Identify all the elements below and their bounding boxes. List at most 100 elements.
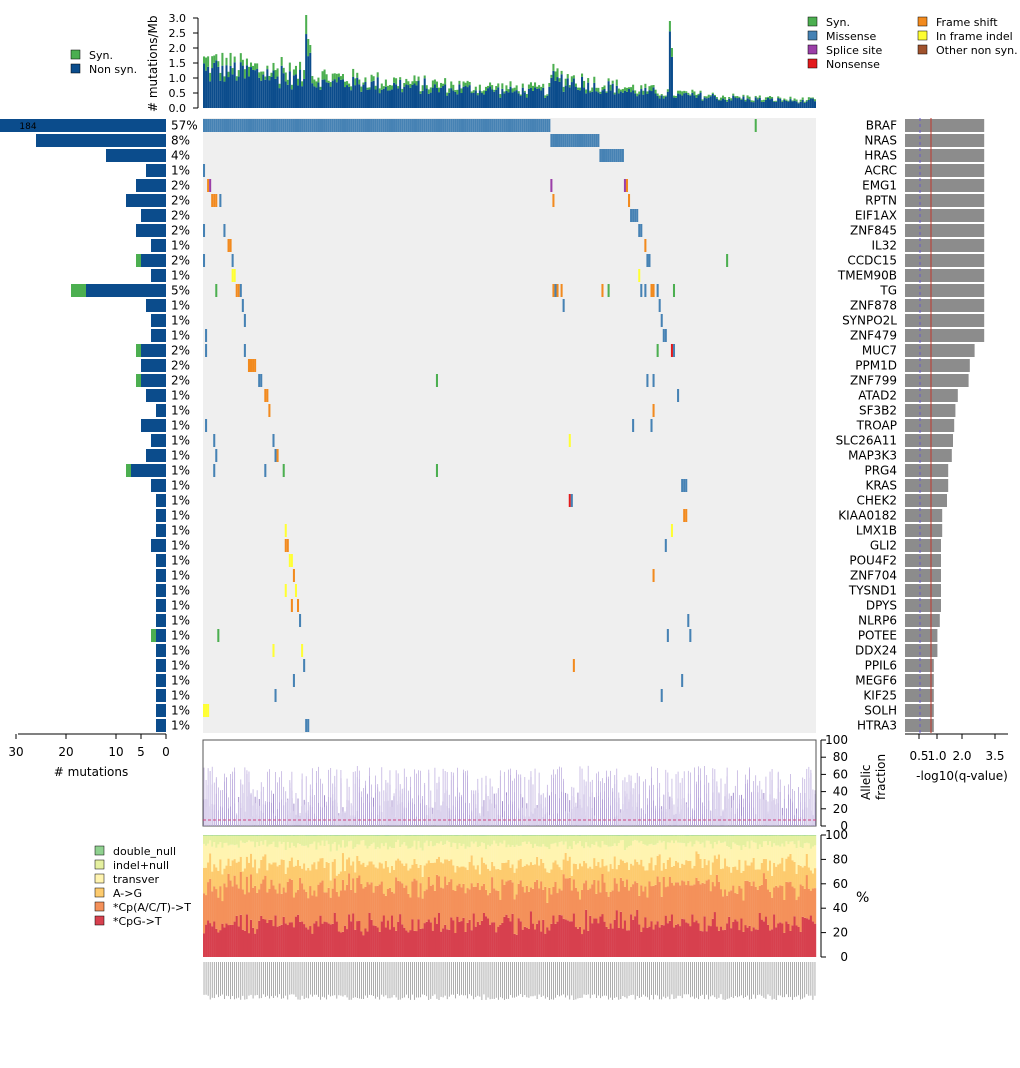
spectrum-segment xyxy=(284,923,287,957)
spectrum-segment xyxy=(497,868,500,891)
mutation-cell xyxy=(221,119,224,132)
spectrum-segment xyxy=(697,923,700,957)
mutation-cell xyxy=(254,359,257,372)
spectrum-segment xyxy=(738,835,741,836)
spectrum-segment xyxy=(762,835,766,836)
spectrum-segment xyxy=(648,844,651,864)
spectrum-segment xyxy=(370,882,373,920)
top-legend: Syn. Non syn. xyxy=(70,49,137,76)
spectrum-segment xyxy=(229,835,232,836)
spectrum-segment xyxy=(366,865,369,883)
spectrum-segment xyxy=(701,835,704,836)
spectrum-segment xyxy=(783,846,786,872)
spectrum-segment xyxy=(779,922,782,957)
top-nonsyn-bar xyxy=(517,93,520,108)
spectrum-segment xyxy=(758,869,762,886)
spectrum-segment xyxy=(658,927,661,957)
spectrum-segment xyxy=(497,926,500,957)
spectrum-segment xyxy=(517,860,520,884)
top-syn-bar xyxy=(452,84,455,91)
spectrum-segment xyxy=(390,847,394,866)
spectrum-segment xyxy=(233,875,236,922)
mutation-legend-label: Missense xyxy=(826,30,876,43)
spectrum-segment xyxy=(560,869,563,891)
mutation-legend-swatch xyxy=(807,16,818,27)
qvalue-bar xyxy=(905,359,970,372)
top-syn-bar xyxy=(628,87,631,90)
spectrum-segment xyxy=(717,840,721,855)
spectrum-segment xyxy=(730,835,733,836)
spectrum-segment xyxy=(793,888,796,917)
spectrum-segment xyxy=(266,892,269,923)
spectrum-segment xyxy=(229,865,232,881)
gene-percent: 1% xyxy=(171,299,190,313)
spectrum-segment xyxy=(450,917,453,957)
spectrum-segment xyxy=(513,872,516,900)
top-nonsyn-bar xyxy=(493,91,496,108)
top-nonsyn-bar xyxy=(695,97,698,108)
top-nonsyn-bar xyxy=(223,81,226,108)
spectrum-segment xyxy=(497,835,500,836)
top-nonsyn-bar xyxy=(366,89,369,108)
top-syn-bar xyxy=(570,76,573,83)
spectrum-segment xyxy=(296,835,300,836)
top-syn-bar xyxy=(505,85,508,91)
qvalue-bar xyxy=(905,719,934,732)
spectrum-segment xyxy=(280,835,283,844)
top-nonsyn-bar xyxy=(356,77,359,108)
spectrum-segment xyxy=(437,876,441,913)
spectrum-segment xyxy=(309,844,312,871)
spectrum-segment xyxy=(427,876,431,920)
mutation-cell xyxy=(672,344,676,357)
spectrum-segment xyxy=(315,849,318,870)
spectrum-segment xyxy=(325,835,328,841)
spectrum-segment xyxy=(513,899,516,934)
spectrum-segment xyxy=(630,887,633,915)
spectrum-segment xyxy=(462,835,465,836)
spectrum-segment xyxy=(331,923,334,957)
mutation-cell xyxy=(632,209,635,222)
spectrum-segment xyxy=(550,843,553,870)
gene-name: MEGF6 xyxy=(855,674,897,688)
spectrum-segment xyxy=(648,863,651,882)
top-syn-bar xyxy=(709,95,712,97)
spectrum-segment xyxy=(358,844,361,861)
left-nonsyn-bar xyxy=(151,434,166,447)
spectrum-segment xyxy=(307,847,310,868)
top-syn-bar xyxy=(384,79,387,87)
spectrum-segment xyxy=(472,865,475,887)
spectrum-segment xyxy=(529,843,533,863)
spectrum-segment xyxy=(241,929,245,957)
left-nonsyn-bar xyxy=(156,599,166,612)
spectrum-segment xyxy=(487,844,490,869)
top-nonsyn-bar xyxy=(591,91,594,108)
mutation-cell xyxy=(656,284,659,297)
left-syn-bar xyxy=(151,629,156,642)
spectrum-segment xyxy=(337,931,341,957)
top-nonsyn-bar xyxy=(568,87,571,108)
spectrum-segment xyxy=(617,891,621,928)
top-nonsyn-bar xyxy=(754,97,757,108)
spectrum-segment xyxy=(337,835,341,845)
left-nonsyn-bar xyxy=(146,449,166,462)
mutation-cell xyxy=(313,119,316,132)
spectrum-segment xyxy=(527,841,531,866)
spectrum-segment xyxy=(239,856,243,872)
spectrum-segment xyxy=(609,846,612,865)
top-nonsyn-bar xyxy=(284,81,287,108)
spectrum-segment xyxy=(756,869,759,890)
spectrum-segment xyxy=(783,835,786,836)
top-nonsyn-bar xyxy=(525,97,528,108)
mutation-cell xyxy=(570,494,573,507)
top-syn-bar xyxy=(777,96,780,99)
spectrum-segment xyxy=(252,887,255,928)
spectrum-segment xyxy=(705,865,708,881)
top-nonsyn-bar xyxy=(433,84,436,108)
top-syn-bar xyxy=(417,76,420,81)
spectrum-segment xyxy=(323,846,326,868)
spectrum-segment xyxy=(781,857,784,887)
spectrum-segment xyxy=(458,835,461,844)
spectrum-segment xyxy=(750,835,753,836)
spectrum-segment xyxy=(750,835,753,841)
top-syn-bar xyxy=(652,85,655,88)
